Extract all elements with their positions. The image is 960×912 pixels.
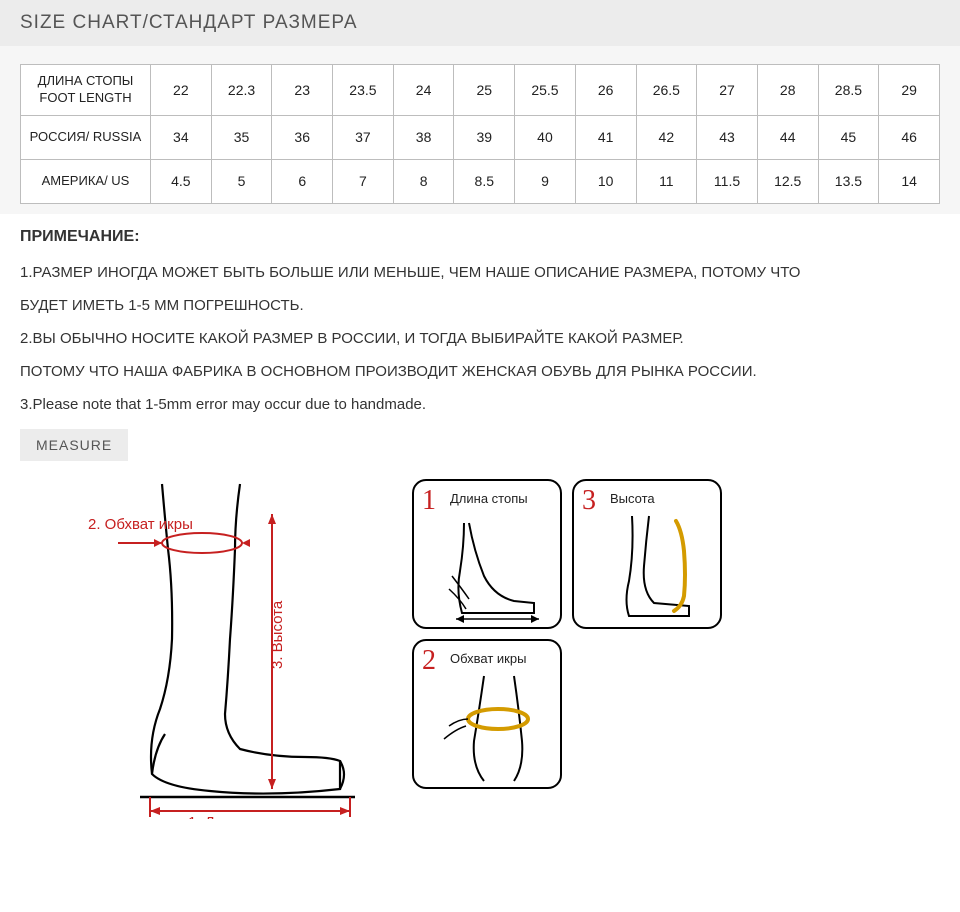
size-cell: 13.5 [818,159,879,203]
thumb-cap: Обхват икры [450,651,526,666]
size-cell: 28.5 [818,65,879,116]
table-row: ДЛИНА СТОПЫ FOOT LENGTH2222.32323.524252… [21,65,940,116]
size-cell: 42 [636,115,697,159]
row-header: РОССИЯ/ RUSSIA [21,115,151,159]
size-cell: 9 [515,159,576,203]
label-height: 3. Высота [269,600,286,669]
size-cell: 27 [697,65,758,116]
note-line: ПОТОМУ ЧТО НАША ФАБРИКА В ОСНОВНОМ ПРОИЗ… [20,355,940,388]
size-cell: 12.5 [757,159,818,203]
thumb-num: 1 [422,485,436,517]
size-cell: 36 [272,115,333,159]
size-cell: 40 [515,115,576,159]
thumb-1: 1 Длина стопы [412,479,562,629]
page-title: SIZE CHART/СТАНДАРТ РАЗМЕРА [0,0,960,46]
size-cell: 43 [697,115,758,159]
note-line: 3.Please note that 1-5mm error may occur… [20,388,940,421]
size-cell: 24 [393,65,454,116]
size-cell: 25 [454,65,515,116]
size-cell: 23 [272,65,333,116]
size-cell: 29 [879,65,940,116]
size-cell: 4.5 [151,159,212,203]
thumb-cap: Высота [610,491,655,506]
size-cell: 14 [879,159,940,203]
thumb-3: 3 Высота [572,479,722,629]
size-cell: 34 [151,115,212,159]
leg-diagram-large: 2. Обхват икры 3. Высота 1. Длина стопы [70,479,390,819]
label-calf: 2. Обхват икры [88,516,193,533]
note-line: 1.РАЗМЕР ИНОГДА МОЖЕТ БЫТЬ БОЛЬШЕ ИЛИ МЕ… [20,256,940,289]
size-cell: 22 [151,65,212,116]
row-header: АМЕРИКА/ US [21,159,151,203]
size-cell: 10 [575,159,636,203]
size-table: ДЛИНА СТОПЫ FOOT LENGTH2222.32323.524252… [20,64,940,204]
table-row: РОССИЯ/ RUSSIA34353637383940414243444546 [21,115,940,159]
size-cell: 45 [818,115,879,159]
size-cell: 23.5 [333,65,394,116]
measure-thumbs: 1 Длина стопы 3 Высота 2 [412,479,732,789]
table-row: АМЕРИКА/ US4.556788.59101111.512.513.514 [21,159,940,203]
size-cell: 5 [211,159,272,203]
thumb-num: 2 [422,645,436,677]
size-cell: 8 [393,159,454,203]
thumb-cap: Длина стопы [450,491,528,506]
size-cell: 22.3 [211,65,272,116]
size-cell: 6 [272,159,333,203]
size-cell: 26.5 [636,65,697,116]
note-line: 2.ВЫ ОБЫЧНО НОСИТЕ КАКОЙ РАЗМЕР В РОССИИ… [20,322,940,355]
size-cell: 25.5 [515,65,576,116]
measure-section: MEASURE [0,429,960,839]
notes-section: ПРИМЕЧАНИЕ: 1.РАЗМЕР ИНОГДА МОЖЕТ БЫТЬ Б… [0,214,960,429]
note-line: БУДЕТ ИМЕТЬ 1-5 ММ ПОГРЕШНОСТЬ. [20,289,940,322]
size-cell: 35 [211,115,272,159]
size-cell: 28 [757,65,818,116]
size-cell: 44 [757,115,818,159]
size-cell: 7 [333,159,394,203]
notes-title: ПРИМЕЧАНИЕ: [20,228,940,246]
size-cell: 11.5 [697,159,758,203]
thumb-num: 3 [582,485,596,517]
size-cell: 46 [879,115,940,159]
size-cell: 39 [454,115,515,159]
size-cell: 38 [393,115,454,159]
size-cell: 11 [636,159,697,203]
row-header: ДЛИНА СТОПЫ FOOT LENGTH [21,65,151,116]
size-cell: 37 [333,115,394,159]
size-table-wrap: ДЛИНА СТОПЫ FOOT LENGTH2222.32323.524252… [0,46,960,214]
size-cell: 41 [575,115,636,159]
measure-label: MEASURE [20,429,128,461]
size-cell: 8.5 [454,159,515,203]
thumb-2: 2 Обхват икры [412,639,562,789]
label-footlen: 1. Длина стопы [188,814,294,819]
size-cell: 26 [575,65,636,116]
